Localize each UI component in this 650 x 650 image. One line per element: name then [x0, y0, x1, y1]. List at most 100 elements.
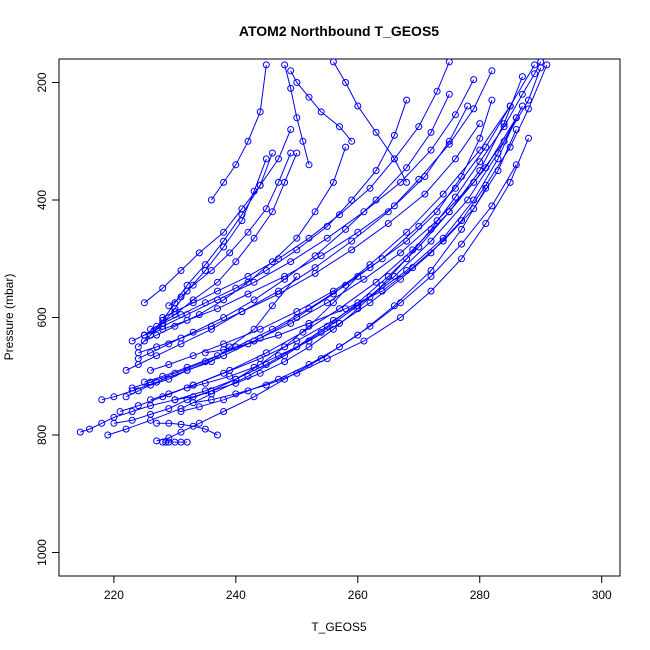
- profile-series-2: [116, 114, 520, 415]
- data-point: [281, 343, 289, 351]
- data-point: [397, 249, 404, 257]
- data-point: [220, 346, 228, 354]
- data-point: [183, 316, 191, 324]
- profile-series-10: [128, 76, 478, 345]
- data-point: [305, 319, 313, 327]
- data-point: [165, 405, 173, 413]
- data-point: [220, 178, 228, 186]
- data-point: [262, 205, 270, 213]
- data-point: [220, 237, 228, 245]
- data-point: [238, 205, 246, 213]
- data-point: [262, 155, 270, 163]
- data-point: [293, 337, 301, 345]
- data-point: [543, 61, 551, 69]
- y-tick-label: 400: [35, 190, 49, 210]
- data-point: [232, 258, 240, 266]
- y-axis-label: Pressure (mbar): [2, 274, 16, 361]
- profile-line: [138, 94, 450, 360]
- data-point: [147, 366, 154, 374]
- data-point: [256, 181, 264, 189]
- data-point: [220, 228, 228, 236]
- data-point: [299, 328, 307, 336]
- data-point: [451, 193, 459, 201]
- data-point: [311, 208, 319, 216]
- data-point: [287, 258, 295, 266]
- data-point: [427, 237, 435, 245]
- data-point: [183, 384, 191, 392]
- data-point: [293, 114, 301, 122]
- data-point: [153, 352, 161, 360]
- data-point: [293, 308, 301, 316]
- data-point: [116, 408, 124, 415]
- data-point: [165, 340, 173, 348]
- data-point: [494, 167, 502, 175]
- data-point: [287, 149, 295, 157]
- profile-line: [210, 64, 267, 201]
- data-point: [244, 228, 252, 236]
- data-point: [226, 343, 234, 351]
- profile-series-28: [287, 67, 356, 145]
- y-tick-label: 1000: [35, 539, 49, 566]
- data-point: [512, 126, 520, 133]
- data-point: [451, 111, 459, 119]
- data-point: [470, 205, 478, 213]
- data-point: [372, 278, 380, 286]
- data-point: [451, 155, 459, 163]
- data-point: [323, 234, 331, 242]
- profile-line: [174, 61, 542, 401]
- data-point: [342, 225, 350, 233]
- x-tick-label: 300: [592, 588, 612, 602]
- data-point: [458, 225, 465, 233]
- data-point: [128, 384, 136, 392]
- data-point: [220, 314, 228, 321]
- data-point: [110, 393, 118, 401]
- data-point: [287, 84, 295, 92]
- profile-series-5: [153, 184, 490, 445]
- data-point: [427, 128, 435, 136]
- data-point: [305, 93, 313, 101]
- data-point: [348, 137, 356, 145]
- profile-series-19: [147, 155, 270, 339]
- data-point: [525, 105, 532, 113]
- data-point: [354, 331, 362, 339]
- data-point: [531, 70, 539, 78]
- data-point: [275, 331, 282, 339]
- x-tick-label: 240: [226, 588, 246, 602]
- data-point: [305, 337, 313, 345]
- data-point: [494, 155, 502, 163]
- data-point: [220, 296, 228, 304]
- data-point: [348, 196, 356, 204]
- data-point: [427, 249, 435, 257]
- data-point: [128, 408, 136, 415]
- data-point: [397, 314, 404, 321]
- profile-line: [144, 129, 292, 304]
- data-point: [201, 379, 209, 387]
- data-point: [147, 396, 154, 404]
- data-point: [195, 311, 203, 319]
- data-point: [98, 396, 106, 404]
- data-point: [305, 305, 313, 313]
- data-point: [268, 325, 276, 333]
- data-point: [275, 178, 282, 186]
- data-point: [372, 196, 380, 204]
- profile-line: [137, 152, 273, 348]
- data-point: [311, 252, 319, 260]
- data-point: [134, 387, 142, 395]
- data-point: [329, 178, 337, 186]
- data-point: [512, 114, 520, 122]
- data-point: [250, 325, 258, 333]
- data-point: [189, 422, 197, 430]
- data-point: [403, 96, 411, 104]
- data-point: [177, 334, 185, 342]
- data-point: [250, 363, 258, 371]
- data-point: [323, 222, 331, 230]
- data-point: [299, 137, 307, 145]
- data-point: [458, 173, 465, 180]
- data-point: [232, 161, 240, 169]
- data-point: [293, 369, 301, 377]
- data-point: [140, 299, 148, 307]
- data-point: [421, 173, 429, 180]
- data-point: [281, 275, 289, 283]
- data-point: [342, 143, 350, 151]
